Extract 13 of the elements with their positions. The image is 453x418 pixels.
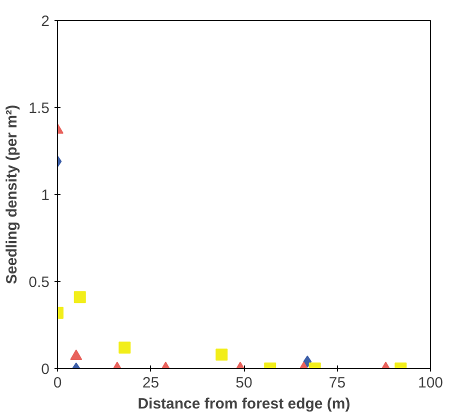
x-tick-label: 75 <box>328 374 346 392</box>
x-tick-label: 25 <box>142 374 160 392</box>
y-tick-label: 1.5 <box>28 100 50 117</box>
point <box>70 349 82 360</box>
y-tick-label: 2 <box>41 13 50 30</box>
y-axis-title: Seedling density (per m²) <box>4 104 21 284</box>
y-tick-label: 0.5 <box>28 274 50 291</box>
x-tick-label: 50 <box>236 374 252 392</box>
y-tick-label: 1 <box>41 187 50 204</box>
x-axis-title: Distance from forest edge (m) <box>138 396 350 412</box>
x-tick-label: 0 <box>53 374 62 392</box>
y-tick-label: 0 <box>41 361 50 378</box>
x-tick-label: 100 <box>418 374 444 392</box>
